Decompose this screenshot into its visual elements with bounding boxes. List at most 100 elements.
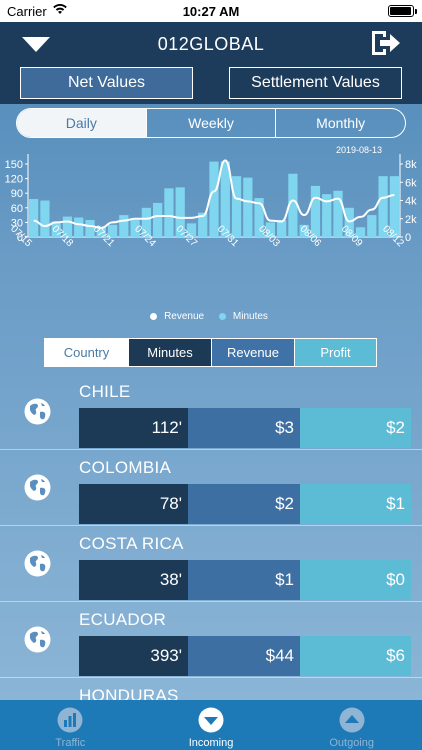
tab-country[interactable]: Country xyxy=(45,339,128,366)
minutes-bar xyxy=(51,221,61,237)
minutes-bar xyxy=(243,177,253,237)
globe-icon xyxy=(24,474,51,501)
minutes-bar xyxy=(186,223,197,237)
minutes-bar xyxy=(265,222,275,237)
revenue-value: $2 xyxy=(188,484,300,524)
minutes-bar xyxy=(322,194,332,237)
country-values: 78' $2 $1 xyxy=(79,484,411,524)
profit-value: $2 xyxy=(300,408,411,448)
minutes-bar xyxy=(277,219,287,237)
logout-icon[interactable] xyxy=(368,28,402,58)
minutes-bar xyxy=(355,227,366,237)
minutes-bar xyxy=(119,215,129,237)
minutes-value: 393' xyxy=(79,636,188,676)
minutes-bar xyxy=(40,200,50,237)
minutes-bar xyxy=(231,176,242,237)
y-tick-label: 60 xyxy=(11,203,23,215)
minutes-bar xyxy=(378,176,388,237)
page-title: 012GLOBAL xyxy=(157,34,265,54)
y-tick-label: 90 xyxy=(11,188,23,200)
globe-icon xyxy=(24,550,51,577)
minutes-bar xyxy=(389,176,399,237)
legend-minutes-label: Minutes xyxy=(232,311,268,322)
minutes-bar xyxy=(107,224,118,237)
chart-legend: Revenue Minutes xyxy=(0,311,422,322)
chart-date-label: 2019-08-13 xyxy=(336,145,382,155)
minutes-bar xyxy=(198,212,208,237)
chevron-down-icon[interactable] xyxy=(20,34,52,54)
minutes-bar xyxy=(29,199,39,237)
country-values: 393' $44 $6 xyxy=(79,636,411,676)
app-header: 012GLOBAL Net Values Settlement Values xyxy=(0,22,422,104)
tab-monthly[interactable]: Monthly xyxy=(275,109,405,137)
country-name: COSTA RICA xyxy=(79,534,184,553)
minutes-bar xyxy=(62,216,73,237)
tab-incoming[interactable]: Incoming xyxy=(141,700,282,750)
tab-outgoing[interactable]: Outgoing xyxy=(281,700,422,750)
list-item[interactable]: CHILE 112' $3 $2 xyxy=(0,374,422,450)
tab-traffic[interactable]: Traffic xyxy=(0,700,141,750)
chart-icon xyxy=(57,707,83,733)
country-name: HONDURAS xyxy=(79,686,179,700)
y2-tick-label: 4k xyxy=(405,196,417,208)
tab-daily[interactable]: Daily xyxy=(17,109,146,137)
battery-icon xyxy=(388,5,417,17)
country-values: 112' $3 $2 xyxy=(79,408,411,448)
legend-revenue: Revenue xyxy=(150,311,208,322)
tab-revenue[interactable]: Revenue xyxy=(211,339,294,366)
legend-minutes: Minutes xyxy=(218,311,272,322)
country-values: 38' $1 $0 xyxy=(79,560,411,600)
tab-profit[interactable]: Profit xyxy=(294,339,376,366)
tab-traffic-label: Traffic xyxy=(55,737,86,749)
y-tick-label: 30 xyxy=(11,217,23,229)
country-name: CHILE xyxy=(79,382,131,401)
legend-revenue-label: Revenue xyxy=(164,311,205,322)
minutes-value: 38' xyxy=(79,560,188,600)
legend-revenue-dot xyxy=(150,312,158,320)
list-item[interactable]: HONDURAS xyxy=(0,678,422,700)
globe-icon xyxy=(24,398,51,425)
y2-tick-label: 2k xyxy=(405,214,417,226)
minutes-bar xyxy=(310,185,321,237)
list-item[interactable]: ECUADOR 393' $44 $6 xyxy=(0,602,422,678)
clock: 10:27 AM xyxy=(182,4,240,19)
revenue-value: $1 xyxy=(188,560,300,600)
minutes-bar xyxy=(333,190,343,237)
country-name: COLOMBIA xyxy=(79,458,172,477)
minutes-bar xyxy=(299,224,309,237)
tab-minutes[interactable]: Minutes xyxy=(128,339,211,366)
profit-value: $1 xyxy=(300,484,411,524)
list-item[interactable]: COLOMBIA 78' $2 $1 xyxy=(0,450,422,526)
revenue-value: $44 xyxy=(188,636,300,676)
settlement-values-button[interactable]: Settlement Values xyxy=(229,67,402,99)
y2-tick-label: 8k xyxy=(405,159,417,171)
list-item[interactable]: COSTA RICA 38' $1 $0 xyxy=(0,526,422,602)
y-tick-label: 150 xyxy=(5,159,23,171)
globe-icon xyxy=(24,626,51,653)
bottom-tab-bar: Traffic Incoming Outgoing xyxy=(0,700,422,750)
minutes-bar xyxy=(153,202,163,237)
minutes-bar xyxy=(367,215,377,237)
period-tabs: Daily Weekly Monthly xyxy=(16,108,406,138)
minutes-value: 78' xyxy=(79,484,188,524)
tab-weekly[interactable]: Weekly xyxy=(145,109,276,137)
carrier-label: Carrier xyxy=(7,4,47,19)
y2-tick-label: 0 xyxy=(405,232,411,244)
revenue-line xyxy=(33,159,395,229)
incoming-icon xyxy=(198,707,224,733)
minutes-bar xyxy=(130,219,140,237)
y2-tick-label: 6k xyxy=(405,177,417,189)
country-list[interactable]: CHILE 112' $3 $2 COLOMBIA 78' $2 $1 COST… xyxy=(0,374,422,700)
minutes-bar xyxy=(254,198,264,237)
minutes-bar xyxy=(74,217,84,237)
country-name: ECUADOR xyxy=(79,610,167,629)
minutes-bar xyxy=(209,161,219,237)
minutes-bar xyxy=(96,227,106,237)
profit-value: $6 xyxy=(300,636,411,676)
net-values-button[interactable]: Net Values xyxy=(20,67,193,99)
minutes-bar xyxy=(85,219,95,237)
tab-outgoing-label: Outgoing xyxy=(329,737,374,749)
y-tick-label: 120 xyxy=(5,174,23,186)
legend-minutes-dot xyxy=(218,312,226,320)
